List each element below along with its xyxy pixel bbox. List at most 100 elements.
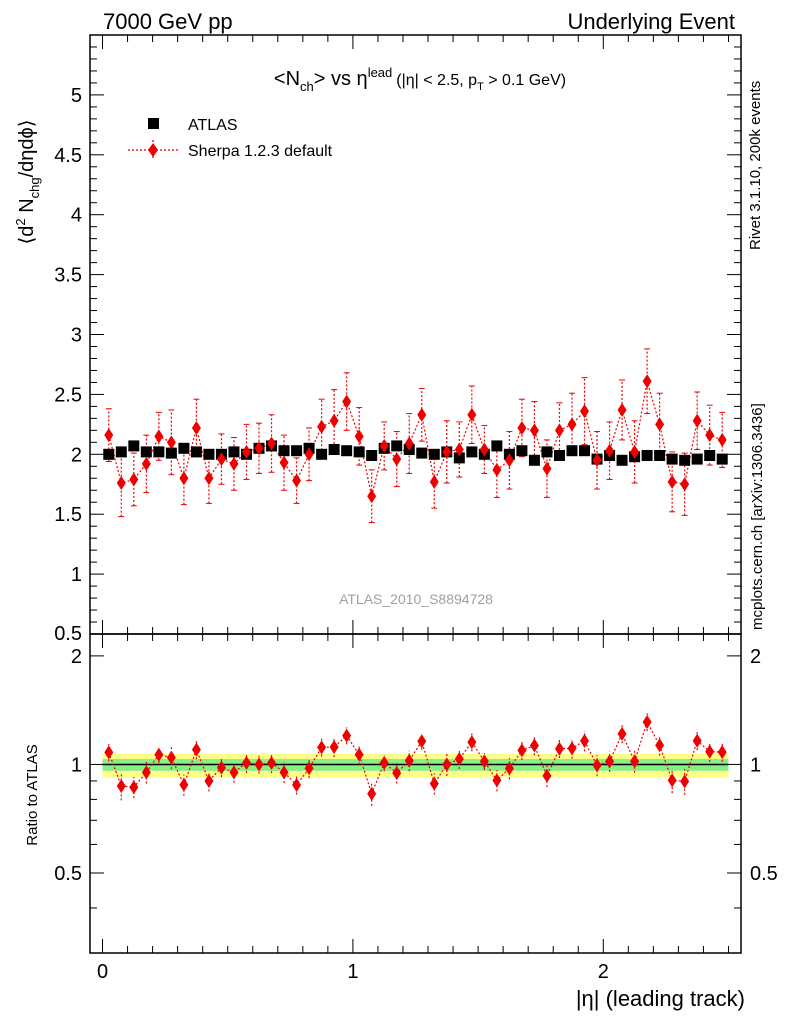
main-yticks: 1 1.5 2 2.5 3 3.5 4 4.5 5 xyxy=(54,35,741,634)
header-left-label: 7000 GeV pp xyxy=(103,9,233,34)
atlas-point xyxy=(178,442,190,454)
ratio-point xyxy=(342,728,352,743)
ratio-point xyxy=(392,765,402,780)
atlas-point xyxy=(366,449,378,461)
sherpa-point xyxy=(467,407,477,422)
main-ytick-label: 2 xyxy=(71,444,82,466)
sherpa-point xyxy=(342,394,352,409)
main-ytick-label: 2.5 xyxy=(54,384,82,406)
ylabel-sub: chg xyxy=(27,177,42,198)
atlas-point xyxy=(140,446,152,458)
ratio-point xyxy=(191,742,201,757)
ylabel-a: ⟨d xyxy=(16,226,38,245)
sherpa-point xyxy=(129,472,139,487)
sherpa-point xyxy=(254,441,264,456)
atlas-point xyxy=(165,447,177,459)
sherpa-point xyxy=(705,428,715,443)
ratio-point xyxy=(479,754,489,769)
ratio-ytick-label-right: 1 xyxy=(750,754,761,776)
main-ytick-label: 4.5 xyxy=(54,145,82,167)
sherpa-point xyxy=(567,417,577,432)
sherpa-point xyxy=(580,404,590,419)
main-ytick-label: 5 xyxy=(71,85,82,107)
ratio-point xyxy=(229,765,239,780)
ratio-xtick-label: 1 xyxy=(347,961,358,983)
atlas-point xyxy=(328,444,340,456)
mcplots-label: mcplots.cern.ch [arXiv:1306.3436] xyxy=(749,403,766,630)
legend-atlas-label: ATLAS xyxy=(188,117,238,134)
sherpa-point xyxy=(104,428,114,443)
sherpa-point xyxy=(367,489,377,504)
sherpa-point xyxy=(592,453,602,468)
atlas-point xyxy=(466,446,478,458)
ratio-point xyxy=(667,773,677,788)
sherpa-point xyxy=(667,474,677,489)
ratio-point xyxy=(404,753,414,768)
sherpa-point xyxy=(630,444,640,459)
atlas-point xyxy=(416,447,428,459)
sherpa-point xyxy=(680,477,690,492)
ratio-point xyxy=(692,733,702,748)
rivet-label: Rivet 3.1.10, 200k events xyxy=(747,81,764,250)
ratio-point xyxy=(104,745,114,760)
ratio-point xyxy=(492,773,502,788)
ratio-point xyxy=(129,780,139,795)
sherpa-point xyxy=(417,407,427,422)
atlas-point xyxy=(153,446,165,458)
ratio-point xyxy=(267,755,277,770)
ratio-point xyxy=(467,735,477,750)
ratio-point xyxy=(529,738,539,753)
atlas-point xyxy=(391,440,403,452)
sherpa-point xyxy=(542,461,552,476)
sherpa-point xyxy=(717,432,727,447)
ratio-point xyxy=(592,758,602,773)
ylabel-b: N xyxy=(16,198,38,218)
legend-sherpa-marker xyxy=(148,143,158,157)
ratio-ylabel: Ratio to ATLAS xyxy=(24,744,41,845)
atlas-point xyxy=(704,449,716,461)
main-ytick-label: 1.5 xyxy=(54,504,82,526)
ratio-point xyxy=(655,738,665,753)
sherpa-point xyxy=(329,413,339,428)
atlas-point xyxy=(553,449,565,461)
title-cut2: > 0.1 GeV) xyxy=(484,72,566,89)
main-ylabel: ⟨d2 Nchg/dηdϕ⟩ xyxy=(13,119,42,244)
ratio-point xyxy=(567,741,577,756)
header-right-label: Underlying Event xyxy=(567,9,735,34)
main-ytick-label: 1 xyxy=(71,564,82,586)
ratio-point xyxy=(617,726,627,741)
sherpa-point xyxy=(279,455,289,470)
sherpa-point xyxy=(429,474,439,489)
ratio-point xyxy=(417,734,427,749)
ratio-panel: Ratio to ATLAS 0.5 0.5 1 1 2 2 0 1 2 |η| (leadi… xyxy=(24,633,778,1011)
ratio-point xyxy=(504,761,514,776)
sherpa-point xyxy=(379,438,389,453)
sherpa-point xyxy=(454,442,464,457)
atlas-point xyxy=(291,445,303,457)
atlas-point xyxy=(679,454,691,466)
analysis-watermark: ATLAS_2010_S8894728 xyxy=(339,591,493,607)
atlas-point xyxy=(579,445,591,457)
sherpa-point xyxy=(116,476,126,491)
sherpa-point xyxy=(317,419,327,434)
atlas-point xyxy=(691,453,703,465)
sherpa-line xyxy=(108,381,723,497)
atlas-point xyxy=(666,453,678,465)
ratio-sherpa-line xyxy=(108,720,723,796)
ratio-point xyxy=(542,768,552,783)
atlas-point xyxy=(516,445,528,457)
sherpa-point xyxy=(442,444,452,459)
x-axis-label: |η| (leading track) xyxy=(576,986,745,1011)
sherpa-point xyxy=(605,443,615,458)
ratio-point xyxy=(292,778,302,793)
ratio-point xyxy=(254,757,264,772)
ratio-xtick-label: 2 xyxy=(598,961,609,983)
ratio-point xyxy=(216,760,226,775)
ratio-point xyxy=(279,765,289,780)
ratio-ytick-label-right: 2 xyxy=(750,646,761,668)
ratio-point xyxy=(717,745,727,760)
atlas-point xyxy=(453,452,465,464)
ratio-point xyxy=(642,714,652,729)
atlas-point xyxy=(528,454,540,466)
